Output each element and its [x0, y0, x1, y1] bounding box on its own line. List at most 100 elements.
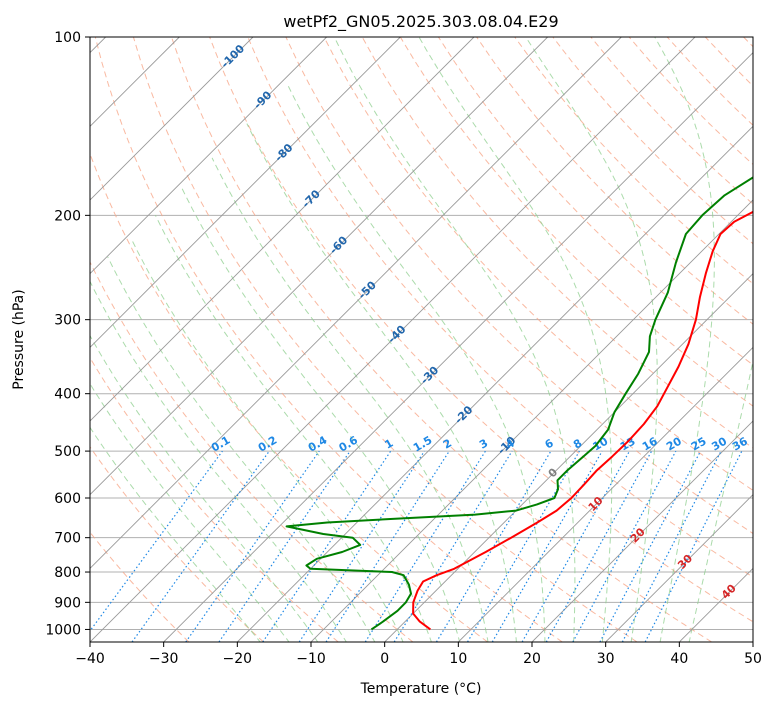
x-tick-label: −20 [223, 651, 253, 667]
y-axis-ticks: 100 200 300 400 500 600 700 800 900 1000 [45, 30, 90, 638]
isotherm-line [90, 37, 622, 569]
temperature-profile-line [412, 210, 753, 631]
isotherm-line [237, 125, 753, 642]
mixing-ratio-line [599, 450, 702, 642]
x-axis-ticks: −40 −30 −20 −10 0 10 20 30 40 50 [75, 642, 762, 667]
isotherm-line [90, 37, 696, 642]
x-tick-label: 0 [380, 651, 389, 667]
dry-adiabat-line [90, 531, 190, 642]
moist-adiabat-line [525, 37, 658, 642]
mixing-ratio-label: 2 [441, 437, 454, 452]
mixing-ratio-line [262, 450, 392, 642]
isotherm-label: -70 [300, 187, 323, 210]
dewpoint-profile-line [285, 176, 753, 631]
moist-adiabat-line [131, 239, 404, 642]
x-axis-label: Temperature (°C) [360, 681, 482, 697]
y-tick-label: 700 [54, 531, 81, 547]
isotherm-line [310, 199, 753, 642]
dry-adiabat-line [247, 37, 753, 578]
dry-adiabat-line [90, 356, 339, 642]
y-tick-label: 400 [54, 387, 81, 403]
dry-adiabat-line [90, 446, 264, 642]
dry-adiabat-line [94, 37, 563, 642]
moist-adiabat-line [688, 358, 753, 642]
dry-adiabat-line [132, 37, 638, 642]
dry-adiabat-line [704, 37, 753, 87]
x-tick-label: −40 [75, 651, 105, 667]
x-tick-label: 30 [597, 651, 615, 667]
chart-title: wetPf2_GN05.2025.303.08.04.E29 [283, 12, 558, 32]
mixing-ratio-line [435, 450, 552, 642]
moist-adiabat-line [181, 187, 461, 642]
dry-adiabat-line [476, 37, 753, 325]
y-tick-label: 600 [54, 491, 81, 507]
isotherm-label: -50 [356, 278, 379, 301]
isotherm-line [531, 420, 753, 642]
dry-adiabat-line [743, 37, 753, 48]
mixing-ratio-line [364, 450, 486, 642]
isotherm-label: -90 [251, 88, 274, 111]
dry-adiabat-line [285, 37, 753, 535]
dry-adiabat-line [209, 37, 753, 623]
mixing-ratio-line [545, 450, 653, 642]
y-tick-label: 1000 [45, 622, 81, 638]
mixing-ratio-label: 6 [543, 436, 556, 451]
isotherm-label: -40 [385, 322, 408, 345]
dry-adiabat-line [323, 37, 753, 491]
x-tick-label: 20 [523, 651, 541, 667]
mixing-ratio-line [466, 450, 580, 642]
isotherm-line [90, 37, 327, 275]
isotherm-line [90, 37, 548, 496]
isotherm-line [90, 37, 401, 348]
dry-adiabat-line [514, 37, 753, 285]
mixing-ratio-line [298, 450, 425, 642]
dry-adiabat-line [590, 37, 753, 205]
mixing-ratio-line [218, 450, 351, 642]
moist-adiabat-line [246, 123, 518, 642]
mixing-ratio-line [644, 450, 743, 642]
y-tick-label: 500 [54, 444, 81, 460]
moist-adiabat-line [418, 37, 613, 642]
isotherm-label: 10 [586, 494, 606, 514]
mixing-ratio-label: 3 [477, 437, 490, 452]
isotherm-line [752, 641, 753, 642]
x-tick-label: 40 [670, 651, 688, 667]
isotherm-label: -20 [452, 403, 475, 426]
mixing-ratio-line [185, 450, 320, 642]
dry-adiabat-line [666, 37, 753, 126]
isotherm-label: 30 [675, 552, 695, 572]
isotherm-line [605, 494, 753, 642]
moist-adiabat-line [90, 334, 319, 642]
profile-series [285, 176, 753, 631]
y-axis-label: Pressure (hPa) [11, 289, 27, 389]
isotherm-line [163, 52, 753, 642]
moist-adiabat-line [90, 426, 261, 642]
isotherm-line [90, 37, 254, 201]
isotherm-line [679, 567, 753, 642]
moist-adiabat-line [107, 256, 376, 642]
dry-adiabat-line [552, 37, 753, 245]
x-tick-label: 50 [744, 651, 762, 667]
dry-adiabat-line [90, 260, 414, 642]
isotherm-label: -30 [418, 363, 441, 386]
moist-adiabat-line [333, 37, 576, 642]
x-tick-label: −10 [296, 651, 326, 667]
moist-adiabat-line [211, 157, 489, 642]
dry-adiabat-line [171, 37, 712, 642]
isotherm-label: -60 [327, 233, 350, 256]
mixing-ratio-line [325, 450, 450, 642]
y-tick-label: 300 [54, 313, 81, 329]
y-tick-label: 900 [54, 595, 81, 611]
moist-adiabat-line [90, 280, 347, 642]
moist-adiabat-line [654, 37, 715, 642]
isotherm-label: -80 [272, 141, 295, 164]
moist-adiabat-line [286, 83, 546, 642]
x-tick-label: −30 [149, 651, 179, 667]
mixing-ratio-line [521, 450, 631, 642]
dry-adiabat-line [90, 152, 488, 642]
y-tick-label: 800 [54, 565, 81, 581]
moist-adiabat-line [154, 215, 432, 642]
mixing-ratio-line [572, 450, 677, 642]
